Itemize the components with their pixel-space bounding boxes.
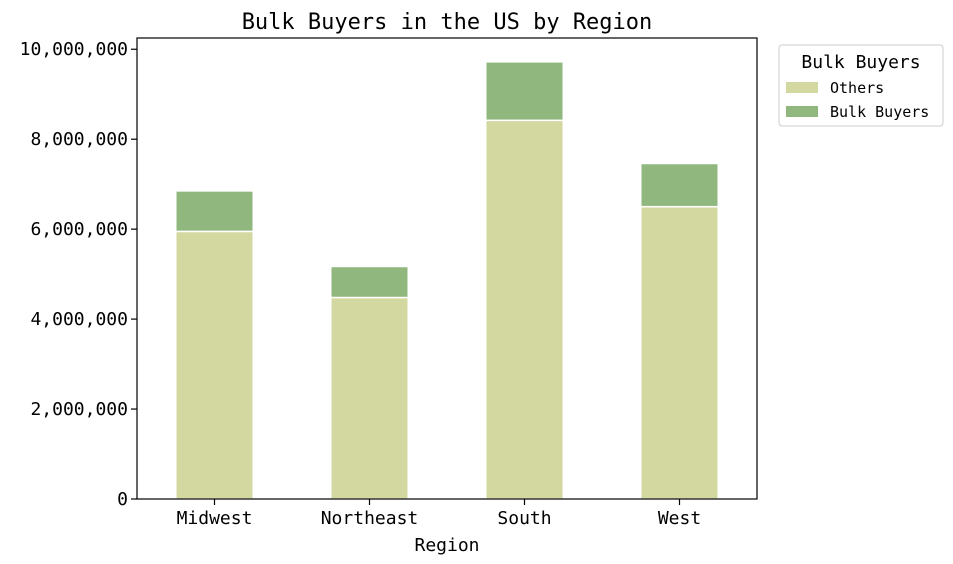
- legend-title: Bulk Buyers: [801, 52, 920, 73]
- x-tick-label: Northeast: [321, 508, 419, 529]
- bar-west-bulk-buyers: [640, 162, 719, 208]
- x-tick-label: Midwest: [177, 508, 253, 529]
- x-axis-label: Region: [414, 535, 479, 556]
- legend-label-others: Others: [830, 79, 884, 97]
- legend: Bulk Buyers Others Bulk Buyers: [778, 44, 944, 127]
- bar-south-others: [485, 119, 564, 500]
- bars-layer: [175, 61, 719, 500]
- x-tick-label: South: [497, 508, 551, 529]
- y-tick-label: 2,000,000: [30, 399, 128, 420]
- y-tick-label: 10,000,000: [20, 39, 128, 60]
- bar-midwest-others: [175, 230, 254, 500]
- bar-south-bulk-buyers: [485, 61, 564, 122]
- y-tick-label: 8,000,000: [30, 129, 128, 150]
- x-axis: Midwest Northeast South West: [177, 499, 701, 529]
- bar-west-others: [640, 205, 719, 500]
- legend-swatch-others: [786, 82, 818, 93]
- legend-items: Others Bulk Buyers: [786, 79, 929, 121]
- legend-frame: [778, 44, 944, 127]
- y-tick-label: 6,000,000: [30, 219, 128, 240]
- x-tick-label: West: [658, 508, 701, 529]
- bar-northeast-bulk-buyers: [330, 265, 409, 299]
- y-axis: 0 2,000,000 4,000,000 6,000,000 8,000,000 10,…: [20, 39, 137, 510]
- chart-title: Bulk Buyers in the US by Region: [242, 10, 653, 35]
- legend-swatch-bulk-buyers: [786, 106, 818, 117]
- bar-midwest-bulk-buyers: [175, 190, 254, 233]
- y-tick-label: 4,000,000: [30, 309, 128, 330]
- legend-label-bulk-buyers: Bulk Buyers: [830, 103, 929, 121]
- bar-northeast-others: [330, 296, 409, 500]
- y-tick-label: 0: [117, 489, 128, 510]
- plot-area-frame: [136, 37, 758, 500]
